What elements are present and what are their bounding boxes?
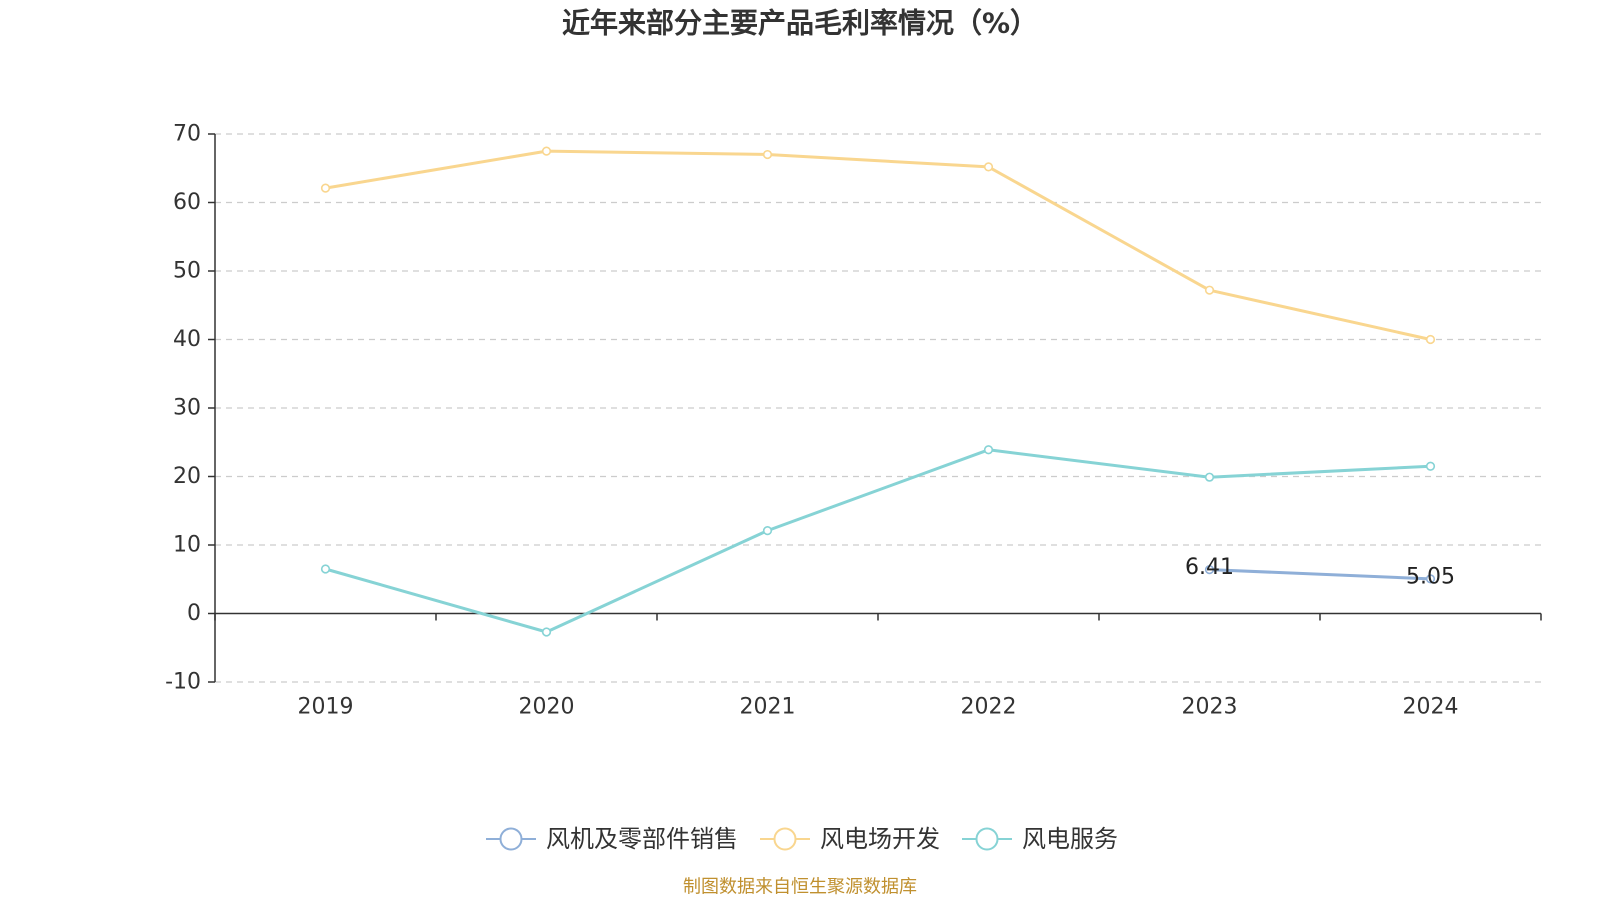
x-tick-label-2020: 2020 — [519, 695, 575, 720]
y-tick-label: 50 — [173, 259, 201, 284]
wind-farm-development-point-2020[interactable] — [541, 146, 552, 156]
wind-farm-development-point-2019[interactable] — [320, 183, 331, 193]
wind-turbine-sales-point-2023[interactable] — [1204, 564, 1215, 575]
y-tick-label: 60 — [173, 190, 201, 215]
x-tick-label-2019: 2019 — [298, 695, 354, 720]
wind-turbine-sales-data-label-2023: 6.41 — [1185, 555, 1234, 580]
source-note: 制图数据来自恒生聚源数据库 — [683, 877, 917, 898]
legend: 风机及零部件销售 风电场开发 风电服务 — [486, 825, 1118, 853]
wind-turbine-sales-line — [1208, 568, 1432, 581]
x-tick-label-2021: 2021 — [740, 695, 796, 720]
wind-farm-development-point-2024[interactable] — [1425, 334, 1436, 345]
chart-title: 近年来部分主要产品毛利率情况（%） — [562, 7, 1038, 40]
y-tick-label: 40 — [173, 327, 201, 352]
wind-turbine-sales-data-label-2024: 5.05 — [1406, 564, 1455, 589]
wind-power-services-point-2021[interactable] — [762, 526, 773, 536]
grid-lines — [215, 133, 1541, 683]
wind-power-services-point-2024[interactable] — [1425, 461, 1436, 471]
x-tick-label-2024: 2024 — [1403, 695, 1459, 720]
wind-farm-development-point-2021[interactable] — [762, 149, 773, 160]
wind-turbine-sales-point-2024[interactable] — [1425, 574, 1436, 584]
legend-circle-icon — [975, 827, 999, 851]
wind-power-services-point-2020[interactable] — [541, 627, 552, 637]
axes: -10 0 10 20 30 40 50 60 70 2019 2020 2021 2022 2023 20… — [165, 122, 1542, 720]
y-tick-label: 70 — [173, 122, 201, 147]
wind-power-services-point-2019[interactable] — [320, 564, 331, 574]
x-tick-label-2023: 2023 — [1182, 695, 1238, 720]
wind-power-services-point-2022[interactable] — [983, 445, 994, 455]
y-tick-label: -10 — [165, 670, 201, 695]
legend-item-wind-power-services[interactable]: 风电服务 — [962, 825, 1118, 853]
y-tick-label: 10 — [173, 533, 201, 558]
legend-item-wind-farm-development[interactable]: 风电场开发 — [760, 825, 940, 853]
legend-circle-icon — [773, 827, 797, 851]
data-labels: 6.41 5.05 — [1185, 555, 1455, 589]
legend-circle-icon — [499, 827, 523, 851]
legend-item-wind-turbine-sales[interactable]: 风机及零部件销售 — [486, 825, 738, 853]
legend-label: 风电场开发 — [820, 825, 940, 853]
wind-farm-development-point-2023[interactable] — [1204, 285, 1215, 295]
legend-label: 风机及零部件销售 — [546, 825, 738, 853]
x-tick-label-2022: 2022 — [961, 695, 1017, 720]
y-tick-label: 30 — [173, 396, 201, 421]
wind-farm-development-line — [324, 149, 1432, 341]
wind-farm-development-point-2022[interactable] — [983, 162, 994, 172]
legend-label: 风电服务 — [1022, 825, 1118, 853]
wind-power-services-point-2023[interactable] — [1204, 472, 1215, 482]
y-tick-label: 0 — [187, 601, 201, 626]
wind-power-services-line — [324, 448, 1432, 634]
y-tick-label: 20 — [173, 464, 201, 489]
series-layer — [320, 146, 1436, 637]
